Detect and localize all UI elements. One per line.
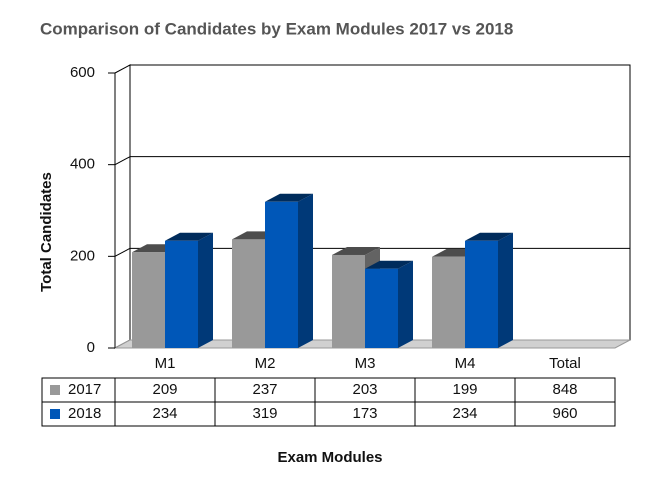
table-value: 173: [352, 405, 377, 422]
x-tick-label: M4: [455, 355, 476, 372]
bar-side: [498, 232, 513, 348]
x-tick-label: M1: [155, 355, 176, 372]
table-cell: [514, 401, 616, 427]
table-value: 234: [452, 405, 477, 422]
table-value: 203: [352, 381, 377, 398]
table-value: 319: [252, 405, 277, 422]
table-value: 848: [552, 381, 577, 398]
table-value: 199: [452, 381, 477, 398]
x-tick-label: M3: [355, 355, 376, 372]
legend-swatch: [50, 409, 60, 419]
bar: [365, 268, 398, 348]
table-value: 234: [152, 405, 177, 422]
bar-top: [165, 232, 213, 241]
legend-swatch: [50, 385, 60, 395]
legend-label: 2018: [68, 405, 101, 422]
y-tick-label: 200: [70, 247, 95, 264]
bar-top: [365, 260, 413, 269]
bar: [265, 201, 298, 348]
legend-label: 2017: [68, 381, 101, 398]
table-value: 960: [552, 405, 577, 422]
bar: [332, 254, 365, 348]
bar-top: [265, 193, 313, 202]
table-value: 209: [152, 381, 177, 398]
chart-title: Comparison of Candidates by Exam Modules…: [40, 19, 513, 38]
table-value: 237: [252, 381, 277, 398]
y-tick-label: 0: [87, 339, 95, 356]
x-tick-label: Total: [549, 355, 581, 372]
bar: [232, 239, 265, 348]
bar: [465, 240, 498, 348]
y-axis-label: Total Candidates: [38, 172, 55, 292]
bar: [165, 240, 198, 348]
bar-top: [332, 246, 380, 255]
bar-side: [398, 260, 413, 348]
bar-side: [198, 232, 213, 348]
bar: [132, 252, 165, 348]
bar-top: [465, 232, 513, 241]
bar: [432, 256, 465, 348]
y-tick-label: 400: [70, 156, 95, 173]
grid-line: [114, 247, 131, 257]
side-wall: [114, 64, 131, 349]
x-tick-label: M2: [255, 355, 276, 372]
y-tick-label: 600: [70, 64, 95, 81]
grid-line: [114, 156, 131, 166]
bar-side: [298, 193, 313, 348]
x-axis-label: Exam Modules: [277, 449, 382, 466]
